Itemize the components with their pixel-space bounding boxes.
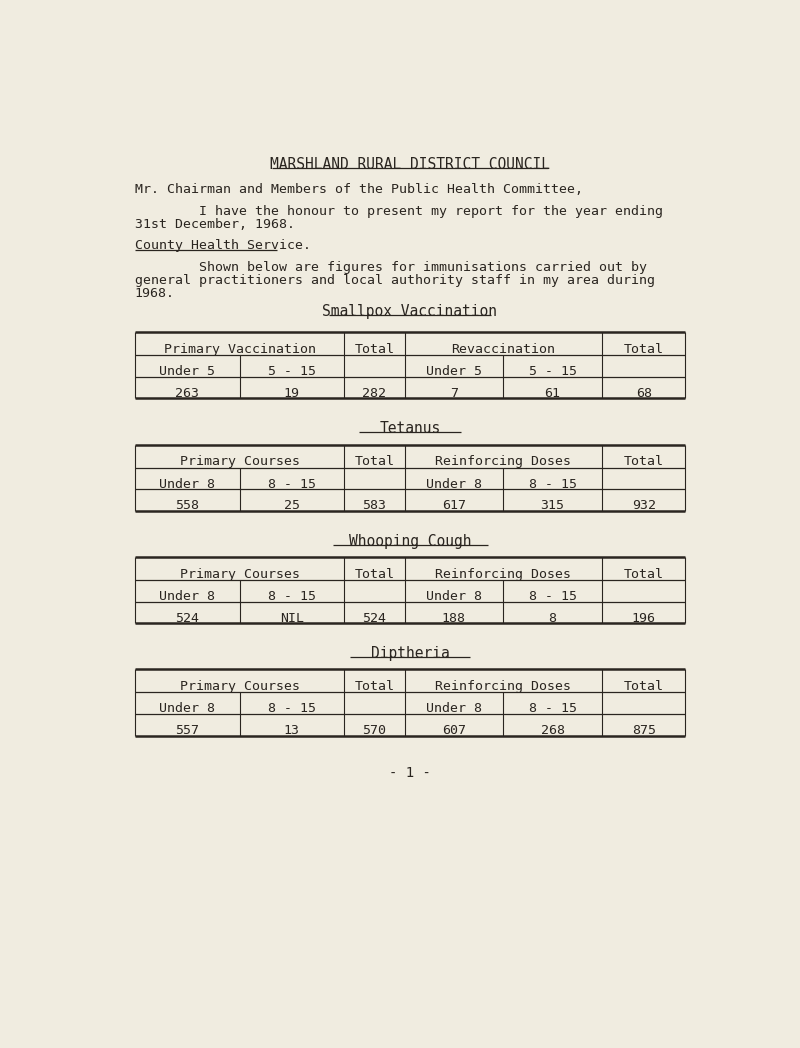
Text: NIL: NIL: [280, 612, 304, 625]
Text: 61: 61: [545, 387, 561, 399]
Text: - 1 -: - 1 -: [389, 766, 431, 781]
Text: Reinforcing Doses: Reinforcing Doses: [435, 680, 571, 693]
Text: 607: 607: [442, 724, 466, 737]
Text: 875: 875: [632, 724, 656, 737]
Text: 196: 196: [632, 612, 656, 625]
Text: Under 8: Under 8: [159, 478, 215, 490]
Text: Total: Total: [354, 343, 394, 356]
Text: 188: 188: [442, 612, 466, 625]
Text: Total: Total: [354, 680, 394, 693]
Text: Total: Total: [354, 455, 394, 468]
Text: 315: 315: [541, 499, 565, 512]
Text: Mr. Chairman and Members of the Public Health Committee,: Mr. Chairman and Members of the Public H…: [135, 182, 583, 196]
Text: Tetanus: Tetanus: [379, 421, 441, 436]
Text: Total: Total: [624, 680, 664, 693]
Text: Whooping Cough: Whooping Cough: [349, 533, 471, 549]
Text: Revaccination: Revaccination: [451, 343, 555, 356]
Text: Primary Courses: Primary Courses: [179, 455, 299, 468]
Text: 8 - 15: 8 - 15: [268, 702, 316, 716]
Text: MARSHLAND RURAL DISTRICT COUNCIL: MARSHLAND RURAL DISTRICT COUNCIL: [270, 156, 550, 172]
Text: 268: 268: [541, 724, 565, 737]
Text: 19: 19: [284, 387, 300, 399]
Text: Smallpox Vaccination: Smallpox Vaccination: [322, 304, 498, 320]
Text: Diptheria: Diptheria: [370, 647, 450, 661]
Text: 8 - 15: 8 - 15: [268, 590, 316, 603]
Text: 557: 557: [175, 724, 199, 737]
Text: general practitioners and local authority staff in my area during: general practitioners and local authorit…: [135, 275, 655, 287]
Text: 932: 932: [632, 499, 656, 512]
Text: 8 - 15: 8 - 15: [529, 590, 577, 603]
Text: 524: 524: [175, 612, 199, 625]
Text: Total: Total: [624, 568, 664, 581]
Text: Under 8: Under 8: [426, 590, 482, 603]
Text: I have the honour to present my report for the year ending: I have the honour to present my report f…: [135, 205, 663, 218]
Text: 5 - 15: 5 - 15: [529, 366, 577, 378]
Text: 8 - 15: 8 - 15: [529, 702, 577, 716]
Text: 25: 25: [284, 499, 300, 512]
Text: 8 - 15: 8 - 15: [268, 478, 316, 490]
Text: Under 5: Under 5: [426, 366, 482, 378]
Text: 263: 263: [175, 387, 199, 399]
Text: 558: 558: [175, 499, 199, 512]
Text: 8: 8: [549, 612, 557, 625]
Text: Under 5: Under 5: [159, 366, 215, 378]
Text: 5 - 15: 5 - 15: [268, 366, 316, 378]
Text: Primary Courses: Primary Courses: [179, 568, 299, 581]
Text: Under 8: Under 8: [159, 590, 215, 603]
Text: Reinforcing Doses: Reinforcing Doses: [435, 568, 571, 581]
Text: 1968.: 1968.: [135, 287, 175, 301]
Text: Primary Vaccination: Primary Vaccination: [163, 343, 315, 356]
Text: Total: Total: [624, 343, 664, 356]
Text: County Health Service.: County Health Service.: [135, 239, 311, 252]
Text: Total: Total: [624, 455, 664, 468]
Text: 570: 570: [362, 724, 386, 737]
Text: 583: 583: [362, 499, 386, 512]
Text: 13: 13: [284, 724, 300, 737]
Text: 524: 524: [362, 612, 386, 625]
Text: Primary Courses: Primary Courses: [179, 680, 299, 693]
Text: Under 8: Under 8: [426, 478, 482, 490]
Text: 617: 617: [442, 499, 466, 512]
Text: 68: 68: [636, 387, 652, 399]
Text: Under 8: Under 8: [159, 702, 215, 716]
Text: Total: Total: [354, 568, 394, 581]
Text: Reinforcing Doses: Reinforcing Doses: [435, 455, 571, 468]
Text: 282: 282: [362, 387, 386, 399]
Text: Shown below are figures for immunisations carried out by: Shown below are figures for immunisation…: [135, 261, 647, 275]
Text: 7: 7: [450, 387, 458, 399]
Text: 8 - 15: 8 - 15: [529, 478, 577, 490]
Text: 31st December, 1968.: 31st December, 1968.: [135, 218, 295, 232]
Text: Under 8: Under 8: [426, 702, 482, 716]
